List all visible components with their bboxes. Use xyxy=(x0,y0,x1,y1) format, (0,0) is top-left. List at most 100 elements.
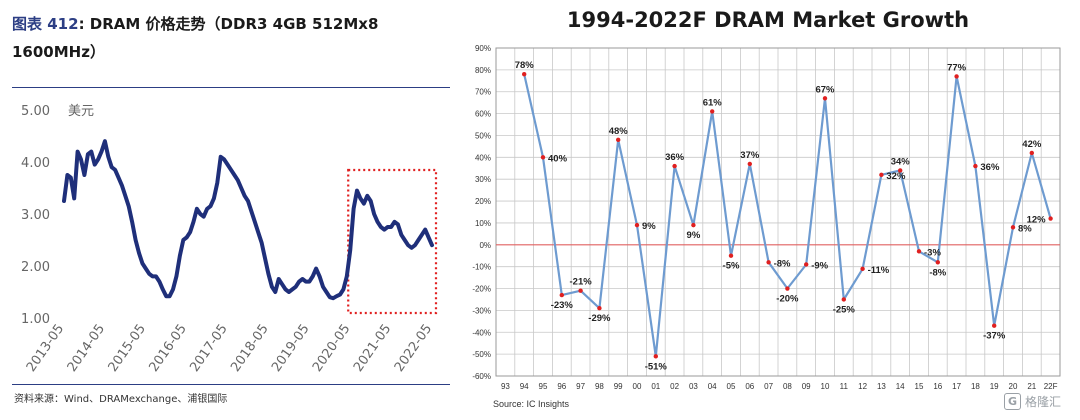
x-tick-label: 19 xyxy=(990,382,999,391)
data-label: 36% xyxy=(665,152,685,163)
title-rule xyxy=(12,87,450,88)
x-tick-label: 97 xyxy=(576,382,585,391)
data-label: -51% xyxy=(645,361,668,372)
x-tick-label: 2021-05 xyxy=(351,322,394,375)
left-chart-title: 图表 412: DRAM 价格走势（DDR3 4GB 512Mx8 1600MH… xyxy=(12,10,452,66)
figure-number: 412 xyxy=(47,15,79,33)
data-point xyxy=(916,249,922,254)
growth-series-line xyxy=(523,73,1052,358)
data-point xyxy=(841,297,846,302)
x-tick-label: 06 xyxy=(745,382,754,391)
x-tick-label: 93 xyxy=(501,382,510,391)
y-tick-label: 10% xyxy=(475,219,491,228)
x-tick-label: 17 xyxy=(952,382,961,391)
x-tick-label: 2016-05 xyxy=(146,322,189,375)
data-point xyxy=(653,354,658,359)
data-label: 77% xyxy=(947,62,967,73)
x-tick-label: 99 xyxy=(614,382,623,391)
y-tick-label: 20% xyxy=(475,197,491,206)
data-point xyxy=(973,163,978,169)
x-tick-label: 2017-05 xyxy=(187,322,230,375)
data-point xyxy=(710,109,715,114)
x-tick-label: 20 xyxy=(1009,382,1018,391)
x-tick-label: 03 xyxy=(689,382,698,391)
data-point xyxy=(879,172,884,178)
data-point xyxy=(1029,150,1035,156)
x-tick-label: 16 xyxy=(933,382,942,391)
y-tick-label: 30% xyxy=(475,175,491,184)
y-tick-label: 40% xyxy=(475,153,491,162)
y-tick-label: 4.00 xyxy=(21,156,50,171)
x-tick-label: 14 xyxy=(896,382,905,391)
data-label: 37% xyxy=(740,150,760,161)
x-tick-label: 94 xyxy=(520,382,529,391)
data-point xyxy=(672,163,677,169)
y-tick-label: -50% xyxy=(472,350,491,359)
data-label: 32% xyxy=(886,171,906,182)
price-line-chart: 5.00 4.00 3.00 2.00 1.00 美元 2013-052014-052015… xyxy=(21,104,438,375)
y-tick-label: -60% xyxy=(472,372,491,381)
data-point xyxy=(597,306,602,311)
x-tick-label: 05 xyxy=(727,382,736,391)
data-point xyxy=(540,155,546,160)
x-tick-label: 2013-05 xyxy=(24,322,67,375)
data-label: -8% xyxy=(929,267,946,278)
x-tick-label: 09 xyxy=(802,382,811,391)
y-tick-label: -30% xyxy=(472,306,491,315)
data-point xyxy=(935,260,940,265)
price-series-line xyxy=(62,139,434,301)
data-label: 9% xyxy=(642,221,656,232)
data-point xyxy=(860,266,865,272)
x-tick-label: 00 xyxy=(633,382,642,391)
x-tick-label: 2020-05 xyxy=(310,322,353,375)
data-label: -37% xyxy=(983,331,1006,342)
watermark: G 格隆汇 xyxy=(1004,393,1061,410)
data-label: -23% xyxy=(551,300,574,311)
right-source-note: Source: IC Insights xyxy=(493,399,570,409)
data-point xyxy=(578,288,583,293)
data-point xyxy=(559,292,564,298)
data-label: -25% xyxy=(833,304,856,315)
data-label: 8% xyxy=(1018,223,1032,234)
source-rule xyxy=(12,384,450,385)
data-point xyxy=(992,323,997,328)
x-tick-label: 2014-05 xyxy=(65,322,108,375)
data-point xyxy=(785,286,790,291)
y-tick-label: -20% xyxy=(472,285,491,294)
data-label: 36% xyxy=(980,162,1000,173)
data-point xyxy=(954,74,959,79)
x-tick-label: 2019-05 xyxy=(269,322,312,375)
data-point xyxy=(804,262,809,267)
data-point xyxy=(766,260,771,265)
data-point xyxy=(822,96,828,101)
y-tick-label: 80% xyxy=(475,66,491,75)
data-label: -9% xyxy=(811,260,828,271)
y-axis-unit-label: 美元 xyxy=(68,104,94,119)
data-label: 78% xyxy=(515,60,535,71)
x-tick-label: 07 xyxy=(764,382,773,391)
data-label: -3% xyxy=(924,247,941,258)
x-tick-label: 22F xyxy=(1044,382,1058,391)
data-point xyxy=(1010,225,1016,230)
y-tick-label: -10% xyxy=(472,263,491,272)
watermark-logo-icon: G xyxy=(1004,393,1021,410)
data-point xyxy=(634,222,640,228)
y-tick-label: 3.00 xyxy=(21,208,50,223)
left-source-note: 资料来源：Wind、DRAMexchange、浦银国际 xyxy=(14,394,228,405)
figure-label: 图表 xyxy=(12,15,43,33)
data-label: 61% xyxy=(703,97,723,108)
x-tick-label: 12 xyxy=(858,382,867,391)
x-tick-label: 2022-05 xyxy=(392,322,435,375)
data-label: 67% xyxy=(815,84,835,95)
x-tick-label: 02 xyxy=(670,382,679,391)
data-point xyxy=(898,168,903,173)
data-label: -20% xyxy=(776,294,799,305)
x-tick-label: 15 xyxy=(915,382,924,391)
y-tick-label: 1.00 xyxy=(21,312,50,327)
y-tick-label: 60% xyxy=(475,110,491,119)
y-tick-label: -40% xyxy=(472,328,491,337)
x-tick-label: 2015-05 xyxy=(106,322,149,375)
data-point xyxy=(728,253,734,258)
y-tick-label: 50% xyxy=(475,131,491,140)
x-tick-label: 10 xyxy=(821,382,830,391)
